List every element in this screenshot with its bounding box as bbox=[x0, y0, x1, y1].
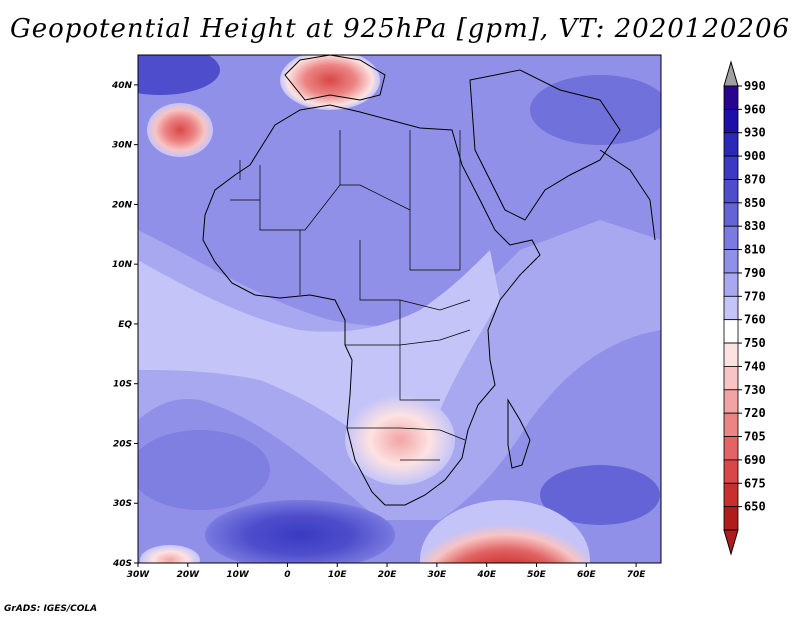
map-title: Geopotential Height at 925hPa [gpm], VT:… bbox=[9, 14, 791, 44]
lat-tick-label: 30S bbox=[113, 499, 132, 509]
map-frame bbox=[137, 54, 662, 564]
colorbar-swatch bbox=[723, 249, 739, 274]
lon-tick-label: 10W bbox=[226, 570, 250, 580]
colorbar-label: 760 bbox=[744, 313, 766, 327]
lat-tick-label: 10S bbox=[113, 380, 132, 390]
colorbar-swatch bbox=[723, 272, 739, 297]
colorbar-swatch bbox=[723, 179, 739, 204]
colorbar-swatch bbox=[723, 108, 739, 134]
colorbar-label: 830 bbox=[744, 219, 766, 233]
colorbar-label: 650 bbox=[744, 500, 766, 514]
longitude-axis: 30W 20W 10W 0 10E 20E 30E 40E 50E 60E 70E bbox=[127, 563, 647, 580]
colorbar-swatch bbox=[723, 155, 739, 180]
colorbar-swatch bbox=[723, 482, 739, 508]
colorbar-label: 770 bbox=[744, 289, 766, 303]
colorbar-swatch bbox=[723, 436, 739, 461]
lat-tick-label: 30N bbox=[112, 141, 133, 151]
colorbar-label: 850 bbox=[744, 196, 766, 210]
lon-tick-label: 40E bbox=[476, 570, 497, 580]
colorbar-label: 960 bbox=[744, 102, 766, 116]
lon-tick-label: 60E bbox=[577, 570, 597, 580]
lon-tick-label: 20W bbox=[177, 570, 201, 580]
colorbar-label: 705 bbox=[744, 430, 766, 444]
lat-tick-label: EQ bbox=[118, 320, 132, 330]
colorbar-label: 730 bbox=[744, 383, 766, 397]
coastline bbox=[202, 55, 656, 506]
lat-tick-label: 40S bbox=[112, 559, 132, 569]
colorbar-swatch bbox=[723, 202, 739, 227]
lon-tick-label: 30W bbox=[127, 570, 151, 580]
grads-credit: GrADS: IGES/COLA bbox=[4, 604, 98, 614]
colorbar-swatch bbox=[723, 506, 739, 531]
colorbar-label: 790 bbox=[744, 266, 766, 280]
lat-tick-label: 40N bbox=[111, 81, 133, 91]
colorbar-swatch bbox=[723, 389, 739, 414]
colorbar-label: 750 bbox=[744, 336, 766, 350]
country-borders bbox=[230, 130, 471, 461]
lon-tick-label: 10E bbox=[328, 570, 348, 580]
lon-tick-label: 0 bbox=[284, 570, 290, 580]
colorbar-swatch bbox=[723, 225, 739, 250]
colorbar-bottom-arrow bbox=[723, 529, 739, 556]
contour-field bbox=[138, 55, 661, 563]
colorbar-label: 900 bbox=[744, 149, 766, 163]
lon-tick-label: 30E bbox=[428, 570, 448, 580]
colorbar-swatch bbox=[723, 132, 739, 157]
colorbar-label: 810 bbox=[744, 243, 766, 257]
lon-tick-label: 20E bbox=[378, 570, 398, 580]
lat-tick-label: 10N bbox=[112, 260, 133, 270]
colorbar-swatch bbox=[723, 366, 739, 391]
latitude-axis: 40N 30N 20N 10N EQ 10S 20S 30S 40S bbox=[111, 81, 138, 569]
colorbar-swatch bbox=[723, 459, 739, 484]
colorbar-swatch bbox=[723, 412, 739, 437]
lat-tick-label: 20S bbox=[113, 439, 132, 449]
colorbar-label: 990 bbox=[744, 79, 766, 93]
colorbar-label: 675 bbox=[744, 476, 766, 490]
colorbar-swatch bbox=[723, 342, 739, 367]
colorbar-swatch bbox=[723, 85, 739, 110]
colorbar-top-arrow bbox=[723, 60, 739, 87]
colorbar-label: 930 bbox=[744, 126, 766, 140]
colorbar-label: 690 bbox=[744, 453, 766, 467]
colorbar-swatch bbox=[723, 319, 739, 344]
lon-tick-label: 50E bbox=[527, 570, 547, 580]
lon-tick-label: 70E bbox=[627, 570, 647, 580]
colorbar-label: 870 bbox=[744, 172, 766, 186]
colorbar-label: 740 bbox=[744, 359, 766, 373]
lat-tick-label: 20N bbox=[112, 200, 133, 210]
colorbar-swatch bbox=[723, 295, 739, 321]
colorbar-label: 720 bbox=[744, 406, 766, 420]
colorbar: 990 960 930 900 870 850 830 810 790 770 760 750 740 7… bbox=[723, 60, 766, 556]
